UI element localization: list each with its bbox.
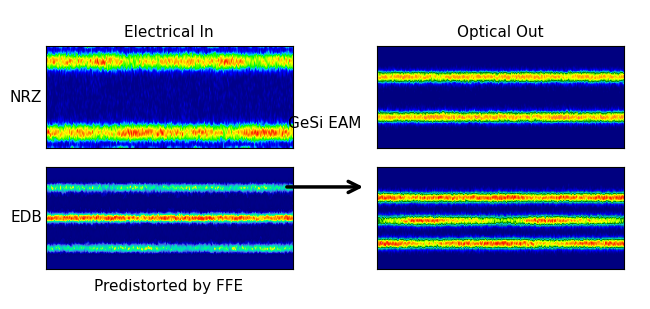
Text: Electrical In: Electrical In xyxy=(124,25,214,40)
Text: GeSi EAM: GeSi EAM xyxy=(289,116,361,131)
Text: Optical Out: Optical Out xyxy=(457,25,544,40)
Text: EDB: EDB xyxy=(10,210,42,225)
Text: NRZ: NRZ xyxy=(10,90,42,105)
Text: Predistorted by FFE: Predistorted by FFE xyxy=(94,278,244,294)
